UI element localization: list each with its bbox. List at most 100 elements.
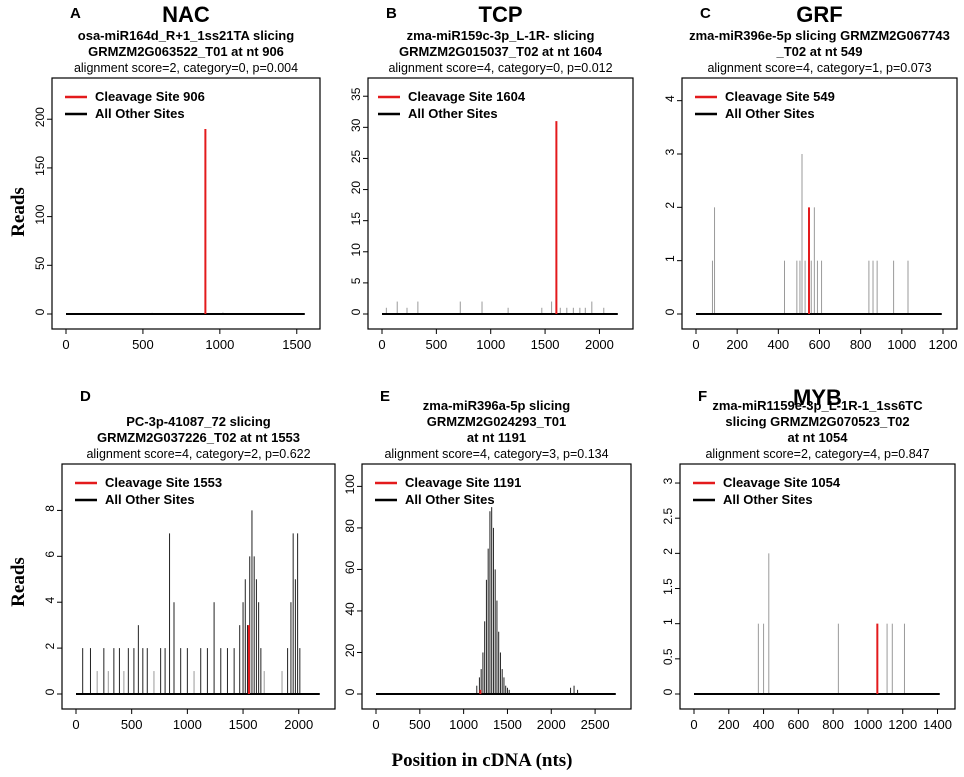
panel-title-line: GRMZM2G024293_T01 xyxy=(427,414,566,429)
panel-d: D PC-3p-41087_72 slicingGRMZM2G037226_T02… xyxy=(43,388,336,732)
x-tick-label: 500 xyxy=(409,717,431,732)
x-tick-label: 200 xyxy=(718,717,740,732)
x-tick-label: 1000 xyxy=(205,337,234,352)
y-tick-label: 20 xyxy=(349,181,363,195)
x-tick-label: 600 xyxy=(788,717,810,732)
legend-cleavage-label: Cleavage Site 1054 xyxy=(723,475,841,490)
x-tick-label: 1500 xyxy=(282,337,311,352)
y-tick-label: 150 xyxy=(33,156,47,176)
y-tick-label: 2 xyxy=(663,202,677,209)
x-tick-label: 1200 xyxy=(929,337,958,352)
panel-stats: alignment score=2, category=0, p=0.004 xyxy=(74,61,298,75)
y-tick-label: 20 xyxy=(343,643,357,657)
y-tick-label: 3 xyxy=(661,477,675,484)
y-tick-label: 2.5 xyxy=(661,508,675,525)
x-tick-label: 0 xyxy=(378,337,385,352)
panel-f: F MYBzma-miR1159e-3p_L-1R-1_1ss6TCslicing… xyxy=(661,385,956,732)
plot-frame xyxy=(51,77,321,330)
x-tick-label: 0 xyxy=(62,337,69,352)
y-tick-label: 2 xyxy=(661,548,675,555)
x-tick-label: 1000 xyxy=(476,337,505,352)
legend-other-label: All Other Sites xyxy=(105,492,195,507)
y-tick-label: 0 xyxy=(349,308,363,315)
y-tick-label: 80 xyxy=(343,519,357,533)
panel-family: NAC xyxy=(162,2,210,27)
x-tick-label: 0 xyxy=(690,717,697,732)
y-tick-label: 100 xyxy=(343,474,357,494)
panel-title-line: zma-miR396e-5p slicing GRMZM2G067743 xyxy=(689,28,950,43)
x-tick-label: 1000 xyxy=(887,337,916,352)
x-tick-label: 1500 xyxy=(531,337,560,352)
y-tick-label: 0 xyxy=(33,308,47,315)
y-tick-label: 1 xyxy=(663,255,677,262)
y-tick-label: 100 xyxy=(33,204,47,224)
panel-stats: alignment score=4, category=1, p=0.073 xyxy=(707,61,931,75)
panel-stats: alignment score=4, category=2, p=0.622 xyxy=(86,447,310,461)
y-tick-label: 30 xyxy=(349,118,363,132)
panel-title-line: at nt 1191 xyxy=(467,430,526,445)
y-tick-label: 3 xyxy=(663,148,677,155)
panel-letter: C xyxy=(700,5,711,22)
plot-frame xyxy=(679,463,956,710)
x-tick-label: 500 xyxy=(426,337,448,352)
panel-letter: B xyxy=(386,5,397,22)
y-tick-label: 25 xyxy=(349,149,363,163)
panel-title-line: _T02 at nt 549 xyxy=(776,44,863,59)
x-tick-label: 1400 xyxy=(923,717,952,732)
x-tick-label: 2000 xyxy=(284,717,313,732)
panel-letter: D xyxy=(80,388,91,405)
legend-cleavage-label: Cleavage Site 906 xyxy=(95,89,205,104)
panel-title-line: zma-miR159c-3p_L-1R- slicing xyxy=(407,28,595,43)
y-tick-label: 0 xyxy=(343,688,357,695)
x-tick-label: 600 xyxy=(809,337,831,352)
panel-title-line: GRMZM2G037226_T02 at nt 1553 xyxy=(97,430,300,445)
y-tick-label: 60 xyxy=(343,560,357,574)
x-tick-label: 400 xyxy=(767,337,789,352)
panel-title-line: zma-miR396a-5p slicing xyxy=(423,398,570,413)
legend-other-label: All Other Sites xyxy=(408,106,498,121)
panel-stats: alignment score=4, category=0, p=0.012 xyxy=(388,61,612,75)
x-tick-label: 1000 xyxy=(853,717,882,732)
y-tick-label: 15 xyxy=(349,212,363,226)
y-tick-label: 8 xyxy=(43,505,57,512)
panel-letter: F xyxy=(698,388,707,405)
legend-other-label: All Other Sites xyxy=(405,492,495,507)
y-tick-label: 35 xyxy=(349,87,363,101)
x-tick-label: 2500 xyxy=(581,717,610,732)
x-tick-label: 2000 xyxy=(537,717,566,732)
panel-title-line: at nt 1054 xyxy=(788,430,849,445)
plot-frame xyxy=(361,463,632,710)
panel-letter: A xyxy=(70,5,81,22)
legend-cleavage-label: Cleavage Site 1604 xyxy=(408,89,526,104)
x-tick-label: 0 xyxy=(692,337,699,352)
x-tick-label: 1500 xyxy=(493,717,522,732)
y-tick-label: 40 xyxy=(343,602,357,616)
legend-cleavage-label: Cleavage Site 1191 xyxy=(405,475,521,490)
y-tick-label: 1 xyxy=(661,618,675,625)
panel-stats: alignment score=4, category=3, p=0.134 xyxy=(384,447,608,461)
y-tick-label: 0.5 xyxy=(661,648,675,665)
y-tick-label: 200 xyxy=(33,107,47,127)
x-tick-label: 800 xyxy=(850,337,872,352)
y-tick-label: 6 xyxy=(43,551,57,558)
y-tick-label: 5 xyxy=(349,277,363,284)
legend-cleavage-label: Cleavage Site 549 xyxy=(725,89,835,104)
x-axis-label: Position in cDNA (nts) xyxy=(391,750,572,771)
legend-cleavage-label: Cleavage Site 1553 xyxy=(105,475,222,490)
x-tick-label: 400 xyxy=(753,717,775,732)
y-tick-label: 50 xyxy=(33,256,47,270)
x-tick-label: 500 xyxy=(132,337,154,352)
panel-stats: alignment score=2, category=4, p=0.847 xyxy=(705,447,929,461)
panel-title-line: GRMZM2G063522_T01 at nt 906 xyxy=(88,44,284,59)
plot-frame xyxy=(681,77,958,330)
y-axis-label-bottom: Reads xyxy=(8,557,29,607)
x-tick-label: 800 xyxy=(822,717,844,732)
x-tick-label: 0 xyxy=(72,717,79,732)
y-tick-label: 4 xyxy=(663,95,677,102)
x-tick-label: 200 xyxy=(726,337,748,352)
